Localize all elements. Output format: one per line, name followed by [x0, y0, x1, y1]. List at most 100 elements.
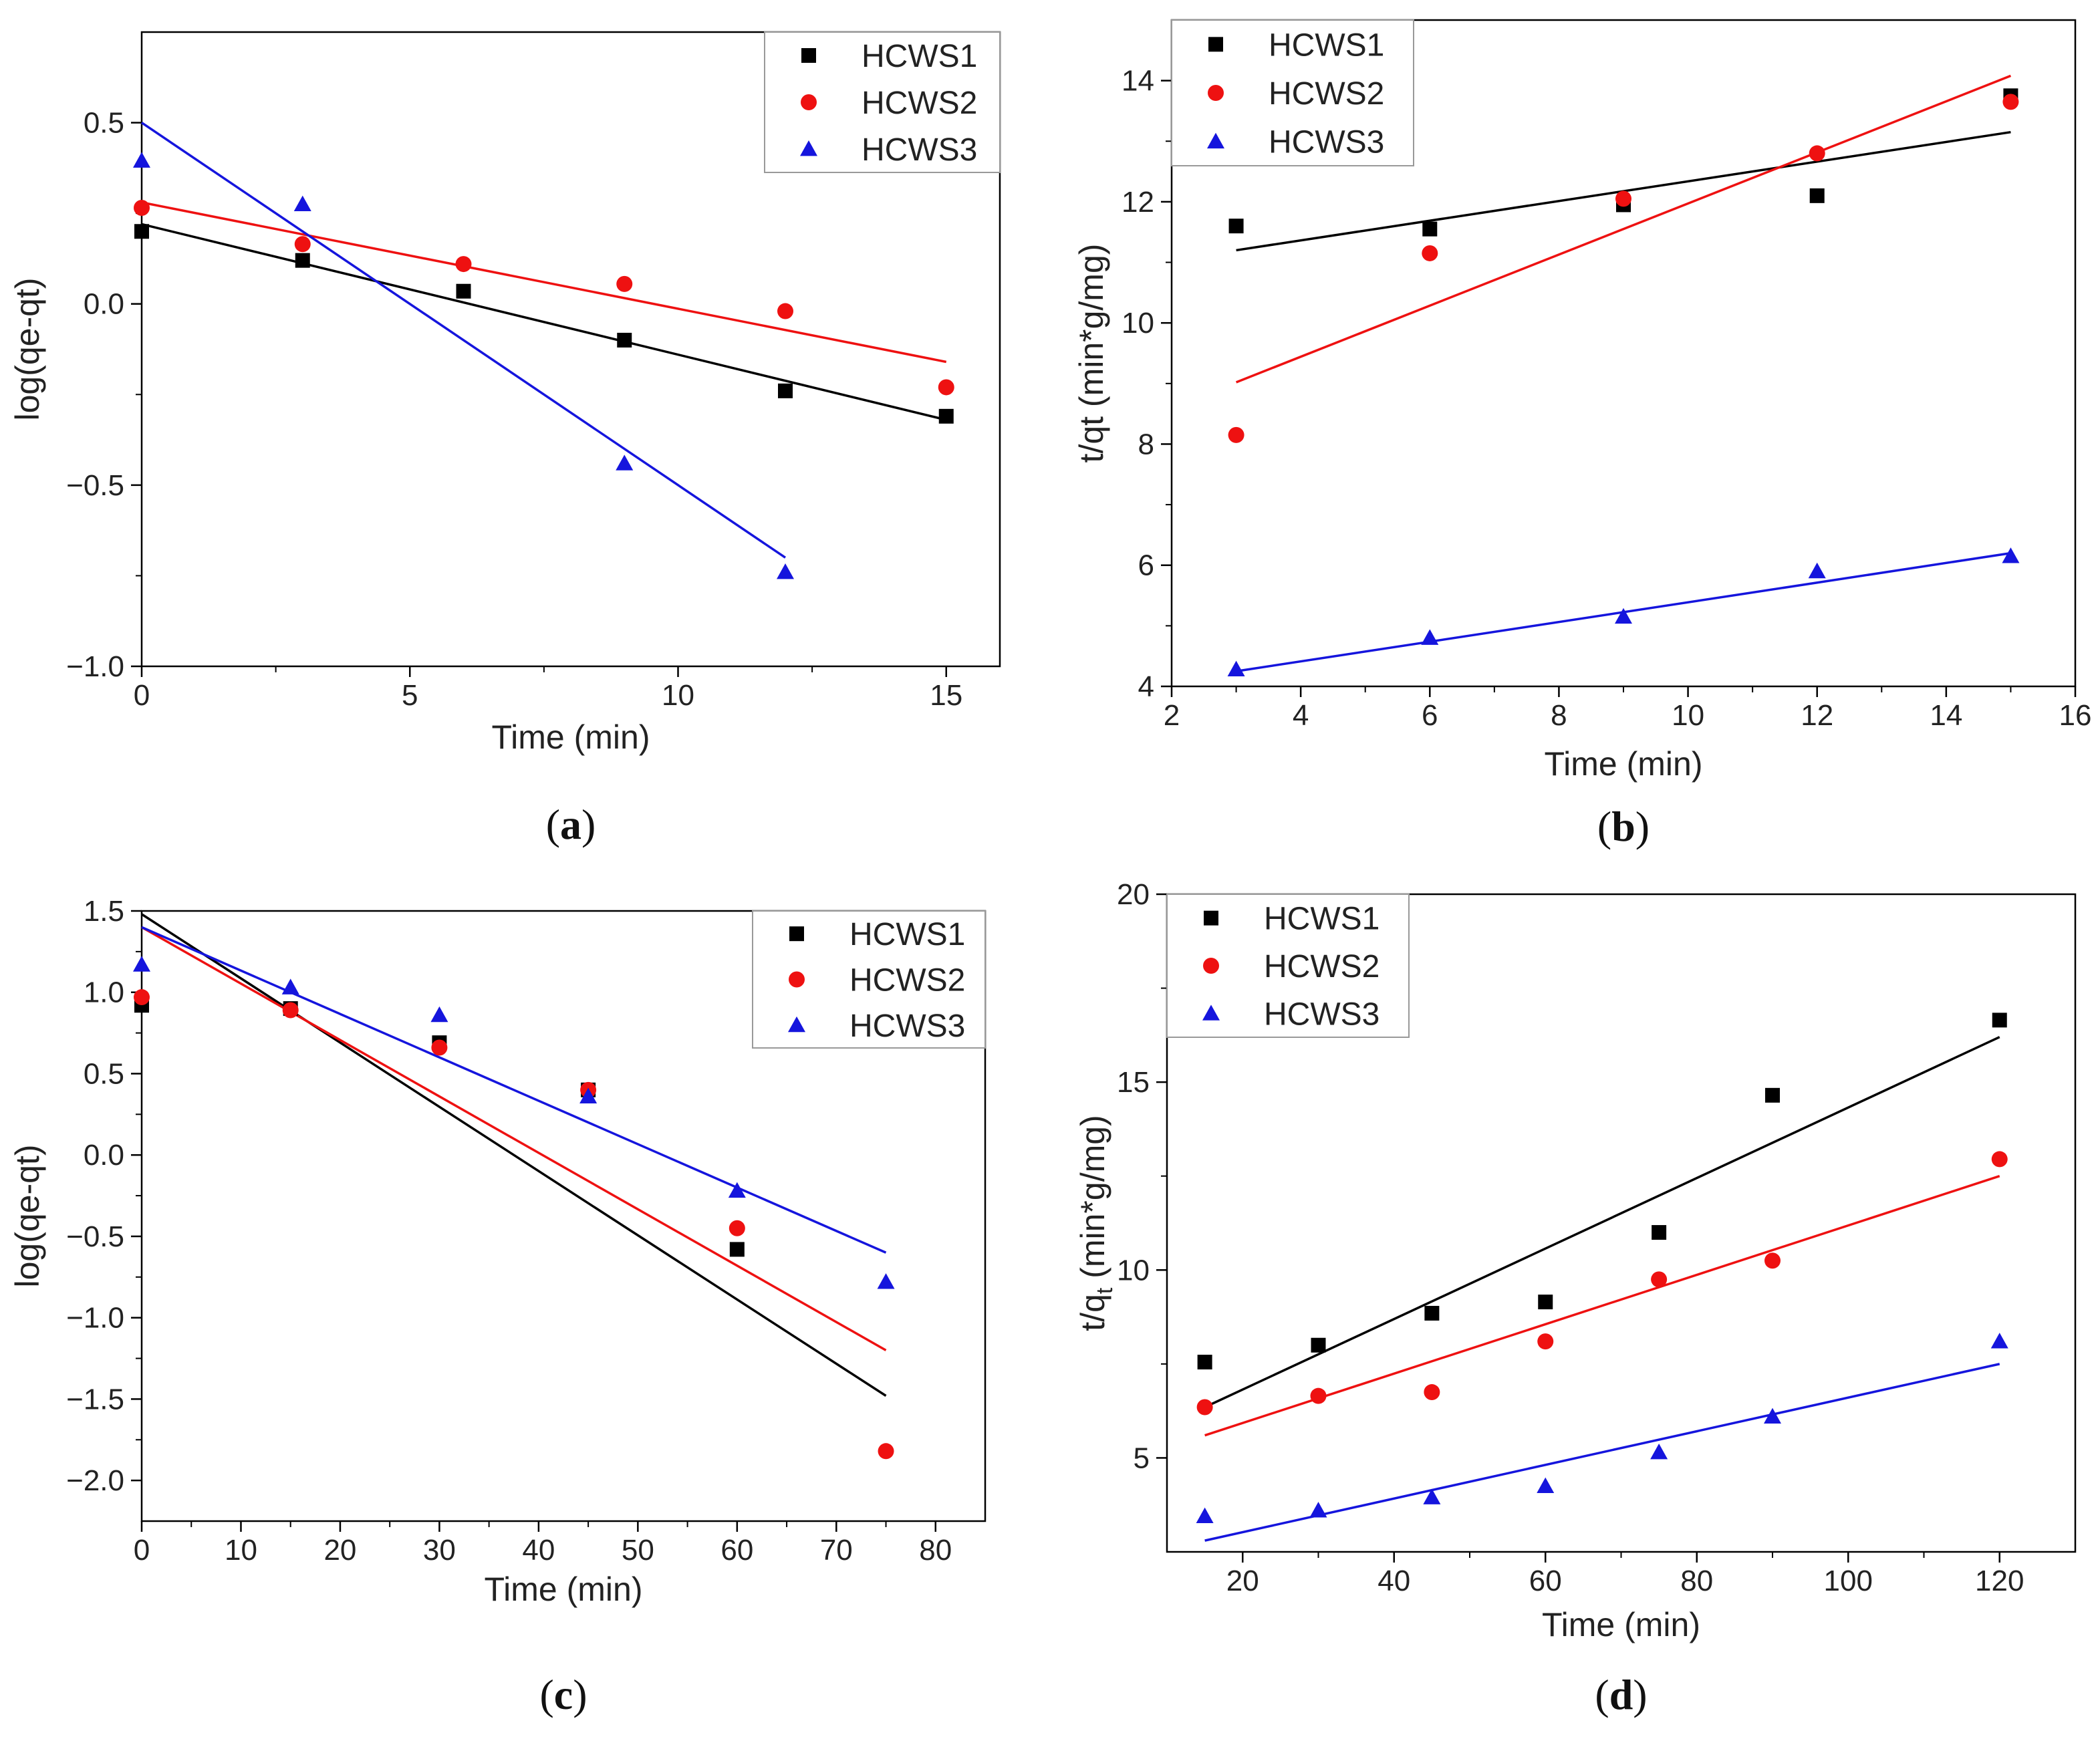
- x-tick-label: 80: [1680, 1565, 1713, 1597]
- data-point-hcws3: [1615, 608, 1632, 624]
- y-tick-label: −1.5: [66, 1383, 124, 1416]
- legend-marker-hcws3: [800, 140, 817, 156]
- data-point-hcws1: [1197, 1355, 1212, 1370]
- legend-marker-hcws2: [1203, 958, 1219, 974]
- legend-label-hcws2: HCWS2: [862, 86, 977, 121]
- y-tick-label: 8: [1138, 428, 1154, 460]
- y-tick-label: 5: [1134, 1442, 1150, 1474]
- data-point-hcws3: [1990, 1333, 2008, 1349]
- panel-caption-letter: d: [1609, 1671, 1633, 1718]
- legend-marker-hcws2: [789, 971, 805, 988]
- x-tick-label: 20: [1226, 1565, 1259, 1597]
- y-axis-label: log(qe-qt): [9, 278, 46, 421]
- x-tick-label: 6: [1422, 699, 1438, 732]
- y-axis-label-main: t/q: [1074, 1294, 1111, 1331]
- data-point-hcws1: [778, 383, 793, 398]
- legend-label-hcws3: HCWS3: [849, 1009, 965, 1044]
- data-point-hcws1: [1422, 221, 1438, 237]
- y-tick-label: −0.5: [66, 1220, 124, 1253]
- y-tick-label: 6: [1138, 549, 1154, 582]
- fit-line-hcws1: [1204, 1036, 2000, 1409]
- x-tick-label: 0: [134, 679, 150, 712]
- y-tick-label: 0.5: [84, 1057, 124, 1090]
- y-tick-label: 15: [1117, 1066, 1150, 1099]
- data-point-hcws3: [616, 454, 634, 471]
- data-point-hcws2: [1764, 1252, 1781, 1269]
- legend-label-hcws3: HCWS3: [1264, 996, 1380, 1032]
- y-tick-label: 10: [1122, 307, 1154, 340]
- legend-marker-hcws1: [789, 926, 804, 942]
- data-point-hcws3: [1196, 1507, 1214, 1523]
- y-tick-label: −1.0: [66, 650, 124, 683]
- legend: HCWS1 HCWS2 HCWS3: [1166, 894, 1410, 1038]
- y-axis-label: t/qt (min*g/mg): [1074, 1115, 1118, 1331]
- data-point-hcws1: [456, 283, 471, 299]
- legend-marker-hcws1: [1204, 910, 1218, 926]
- data-point-hcws2: [134, 200, 150, 217]
- fit-line-hcws2: [1204, 1175, 2000, 1437]
- legend-marker-hcws1: [1208, 37, 1223, 52]
- data-point-hcws2: [729, 1220, 745, 1236]
- data-point-hcws3: [133, 152, 150, 168]
- legend: HCWS1 HCWS2 HCWS3: [764, 31, 1001, 173]
- data-point-hcws3: [1764, 1407, 1781, 1424]
- chart-panel-c: 0 10 20 30 40 50 60 70 80 −2.0 −1.5 −1.0 −0.5 0.0 0.5 1…: [9, 895, 987, 1718]
- x-tick-label: 40: [1377, 1565, 1410, 1597]
- x-tick-label: 40: [522, 1534, 555, 1567]
- y-axis-label-subscript: t: [1092, 1287, 1118, 1294]
- data-point-hcws2: [777, 303, 793, 319]
- fit-line-hcws3: [141, 926, 887, 1254]
- data-point-hcws2: [431, 1039, 448, 1056]
- y-tick-label: 20: [1117, 878, 1150, 911]
- data-point-hcws3: [1421, 629, 1439, 645]
- legend: HCWS1 HCWS2 HCWS3: [752, 910, 986, 1049]
- data-point-hcws2: [938, 379, 954, 396]
- legend-label-hcws2: HCWS2: [1269, 76, 1384, 112]
- x-tick-label: 60: [720, 1534, 753, 1567]
- y-tick-label: 0.0: [84, 288, 124, 321]
- y-tick-label: 14: [1122, 65, 1154, 98]
- data-point-hcws2: [2002, 94, 2019, 110]
- y-axis-label-unit: (min*g/mg): [1074, 1115, 1111, 1287]
- x-tick-label: 12: [1801, 699, 1833, 732]
- x-tick-label: 30: [423, 1534, 456, 1567]
- legend-marker-hcws3: [1202, 1004, 1220, 1021]
- legend-marker-hcws2: [1208, 85, 1224, 101]
- data-point-hcws3: [728, 1182, 746, 1198]
- y-axis-label-main: log(qe-qt): [9, 278, 46, 421]
- y-tick-label: 12: [1122, 186, 1154, 219]
- data-point-hcws1: [1311, 1337, 1326, 1353]
- x-tick-label: 100: [1824, 1565, 1873, 1597]
- chart-panel-a: 0 5 10 15 −1.0 −0.5 0.0 0.5 Time (min) log(qe-qt)…: [9, 31, 1001, 848]
- x-tick-label: 10: [225, 1534, 257, 1567]
- y-tick-label: 10: [1117, 1254, 1150, 1287]
- data-point-hcws3: [1309, 1502, 1327, 1518]
- panel-caption-letter: a: [560, 801, 581, 848]
- fit-line-hcws2: [141, 926, 887, 1351]
- data-point-hcws3: [2002, 547, 2020, 563]
- data-point-hcws2: [1991, 1151, 2008, 1168]
- x-tick-label: 10: [662, 679, 694, 712]
- data-point-hcws2: [1422, 245, 1438, 261]
- x-tick-label: 80: [919, 1534, 952, 1567]
- legend-label-hcws1: HCWS1: [849, 917, 965, 952]
- legend-label-hcws3: HCWS3: [1269, 125, 1384, 160]
- data-point-hcws1: [295, 253, 310, 268]
- data-point-hcws3: [1650, 1443, 1668, 1460]
- x-axis-label: Time (min): [1544, 745, 1702, 783]
- x-tick-label: 70: [820, 1534, 853, 1567]
- x-tick-label: 5: [402, 679, 418, 712]
- x-axis-label: Time (min): [1542, 1606, 1700, 1643]
- y-axis-label-main: t/qt (min*g/mg): [1073, 244, 1110, 463]
- y-tick-label: −1.0: [66, 1302, 124, 1335]
- data-point-hcws2: [282, 1002, 299, 1019]
- y-axis-label: t/qt (min*g/mg): [1073, 244, 1110, 463]
- data-point-hcws3: [430, 1006, 448, 1023]
- data-point-hcws1: [1538, 1295, 1553, 1310]
- panel-caption-letter: b: [1611, 803, 1635, 850]
- x-tick-label: 15: [930, 679, 962, 712]
- x-tick-label: 16: [2059, 699, 2092, 732]
- legend-label-hcws2: HCWS2: [1264, 949, 1380, 984]
- x-tick-label: 120: [1975, 1565, 2024, 1597]
